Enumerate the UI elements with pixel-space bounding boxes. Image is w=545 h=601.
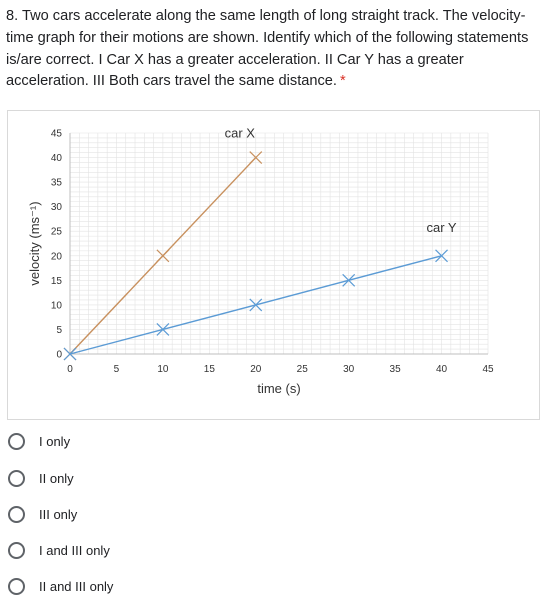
option-ii-and-iii-only[interactable]: II and III only [4,573,204,599]
y-tick-label: 25 [51,227,63,238]
data-point-x-marker [435,249,448,263]
x-tick-label: 0 [67,364,73,375]
series-label: car X [225,126,256,141]
radio-circle-icon[interactable] [8,541,25,559]
radio-circle-icon[interactable] [8,505,25,523]
data-point-x-marker [156,249,170,263]
x-tick-label: 35 [390,364,402,375]
marker-stroke [249,151,263,164]
y-tick-label: 5 [56,325,62,336]
x-tick-label: 40 [436,364,448,375]
option-label: II only [39,470,74,486]
option-label: I only [39,433,71,449]
x-tick-label: 15 [204,364,216,375]
x-tick-label: 25 [297,364,309,375]
series-label: car Y [427,220,457,235]
y-tick-label: 10 [51,300,63,311]
x-tick-label: 45 [482,364,494,375]
option-i-and-iii-only[interactable]: I and III only [4,537,204,563]
marker-stroke [63,347,77,361]
x-tick-label: 5 [114,364,120,375]
marker-stroke [249,298,263,312]
question-text: 8. Two cars accelerate along the same le… [6,6,542,93]
data-point-x-marker [63,347,77,361]
radio-circle-icon[interactable] [8,577,25,595]
y-axis-title: velocity (ms⁻¹) [27,201,42,285]
y-tick-label: 30 [51,202,63,213]
marker-stroke [156,323,170,336]
x-tick-label: 10 [157,364,169,375]
marker-stroke [156,249,170,263]
y-tick-label: 0 [56,350,62,361]
option-i-only[interactable]: I only [4,428,204,454]
y-tick-label: 40 [51,153,63,164]
option-label: II and III only [39,578,114,594]
velocity-time-chart: 0 5 10 15 20 25 30 35 40 45 0 5 10 15 20 25 30 35 40 45 time… [7,110,540,420]
option-ii-only[interactable]: II only [4,465,204,491]
y-tick-label: 20 [51,251,63,262]
y-tick-label: 45 [51,129,63,140]
x-tick-label: 30 [343,364,355,375]
data-point-x-marker [342,273,356,287]
data-point-x-marker [249,298,263,312]
option-iii-only[interactable]: III only [4,501,204,527]
chart-svg: 0 5 10 15 20 25 30 35 40 45 0 5 10 15 20 25 30 35 40 45 time… [27,126,494,396]
question-body: 8. Two cars accelerate along the same le… [6,8,529,90]
option-label: I and III only [39,542,110,558]
data-point-x-marker [249,151,263,164]
x-axis-title: time (s) [257,381,300,396]
y-tick-label: 35 [51,178,63,189]
data-point-x-marker [156,323,170,336]
x-tick-label: 20 [250,364,262,375]
radio-circle-icon[interactable] [8,469,25,487]
required-marker: * [339,73,346,90]
marker-stroke [435,249,448,263]
grid [69,132,489,355]
option-label: III only [39,506,78,522]
radio-circle-icon[interactable] [8,432,25,450]
y-tick-label: 15 [51,276,63,287]
marker-stroke [342,273,356,287]
